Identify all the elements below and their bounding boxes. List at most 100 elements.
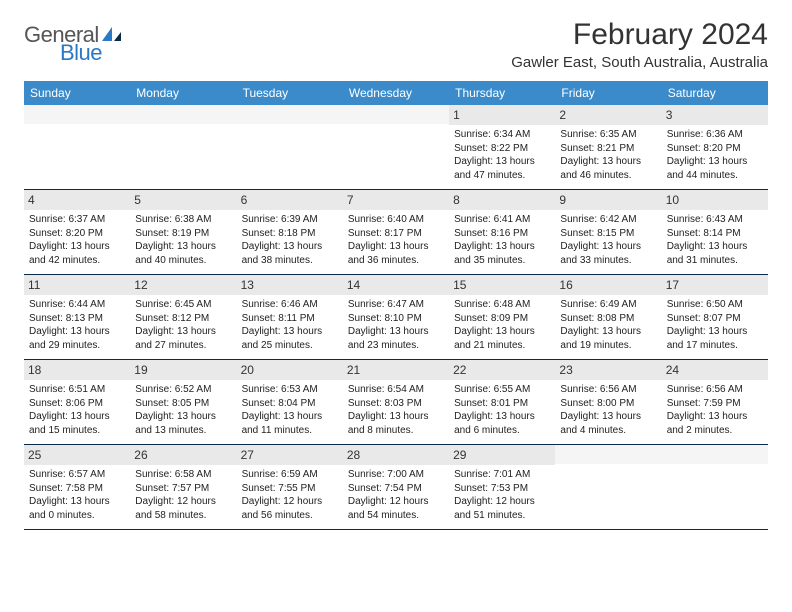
cell-sunrise: Sunrise: 6:50 AM bbox=[667, 298, 763, 312]
cell-daylight2: and 27 minutes. bbox=[135, 339, 231, 353]
cell-sunset: Sunset: 8:09 PM bbox=[454, 312, 550, 326]
calendar-cell: 26Sunrise: 6:58 AMSunset: 7:57 PMDayligh… bbox=[130, 445, 236, 529]
calendar-cell: 6Sunrise: 6:39 AMSunset: 8:18 PMDaylight… bbox=[237, 190, 343, 274]
weekday-header: Thursday bbox=[449, 81, 555, 105]
cell-sunset: Sunset: 8:13 PM bbox=[29, 312, 125, 326]
cell-daylight2: and 36 minutes. bbox=[348, 254, 444, 268]
cell-sunrise: Sunrise: 6:53 AM bbox=[242, 383, 338, 397]
calendar-cell: 28Sunrise: 7:00 AMSunset: 7:54 PMDayligh… bbox=[343, 445, 449, 529]
cell-sunrise: Sunrise: 6:35 AM bbox=[560, 128, 656, 142]
cell-sunset: Sunset: 8:21 PM bbox=[560, 142, 656, 156]
cell-daylight1: Daylight: 13 hours bbox=[560, 240, 656, 254]
calendar-cell: 27Sunrise: 6:59 AMSunset: 7:55 PMDayligh… bbox=[237, 445, 343, 529]
weekday-header: Monday bbox=[130, 81, 236, 105]
cell-daylight1: Daylight: 13 hours bbox=[454, 240, 550, 254]
cell-sunrise: Sunrise: 6:37 AM bbox=[29, 213, 125, 227]
calendar-cell: 21Sunrise: 6:54 AMSunset: 8:03 PMDayligh… bbox=[343, 360, 449, 444]
cell-sunset: Sunset: 8:18 PM bbox=[242, 227, 338, 241]
cell-daylight1: Daylight: 13 hours bbox=[454, 155, 550, 169]
cell-sunrise: Sunrise: 6:52 AM bbox=[135, 383, 231, 397]
cell-daylight1: Daylight: 13 hours bbox=[560, 155, 656, 169]
cell-daylight2: and 58 minutes. bbox=[135, 509, 231, 523]
calendar-cell: 29Sunrise: 7:01 AMSunset: 7:53 PMDayligh… bbox=[449, 445, 555, 529]
cell-sunrise: Sunrise: 6:59 AM bbox=[242, 468, 338, 482]
day-number bbox=[662, 445, 768, 464]
day-number: 26 bbox=[130, 445, 236, 465]
cell-sunset: Sunset: 7:58 PM bbox=[29, 482, 125, 496]
cell-sunrise: Sunrise: 6:41 AM bbox=[454, 213, 550, 227]
cell-daylight1: Daylight: 13 hours bbox=[348, 240, 444, 254]
cell-daylight1: Daylight: 13 hours bbox=[29, 410, 125, 424]
calendar-cell: 13Sunrise: 6:46 AMSunset: 8:11 PMDayligh… bbox=[237, 275, 343, 359]
cell-daylight1: Daylight: 13 hours bbox=[667, 410, 763, 424]
day-number bbox=[343, 105, 449, 124]
cell-sunrise: Sunrise: 6:40 AM bbox=[348, 213, 444, 227]
cell-daylight2: and 31 minutes. bbox=[667, 254, 763, 268]
calendar-cell: 9Sunrise: 6:42 AMSunset: 8:15 PMDaylight… bbox=[555, 190, 661, 274]
cell-daylight2: and 25 minutes. bbox=[242, 339, 338, 353]
cell-daylight2: and 2 minutes. bbox=[667, 424, 763, 438]
cell-daylight2: and 6 minutes. bbox=[454, 424, 550, 438]
day-number bbox=[237, 105, 343, 124]
cell-sunrise: Sunrise: 6:36 AM bbox=[667, 128, 763, 142]
cell-daylight2: and 0 minutes. bbox=[29, 509, 125, 523]
cell-sunset: Sunset: 8:04 PM bbox=[242, 397, 338, 411]
cell-sunset: Sunset: 8:17 PM bbox=[348, 227, 444, 241]
calendar-cell: 20Sunrise: 6:53 AMSunset: 8:04 PMDayligh… bbox=[237, 360, 343, 444]
cell-sunset: Sunset: 8:11 PM bbox=[242, 312, 338, 326]
cell-sunset: Sunset: 8:08 PM bbox=[560, 312, 656, 326]
day-number: 6 bbox=[237, 190, 343, 210]
day-number: 14 bbox=[343, 275, 449, 295]
cell-daylight1: Daylight: 13 hours bbox=[135, 410, 231, 424]
cell-daylight2: and 21 minutes. bbox=[454, 339, 550, 353]
cell-daylight2: and 54 minutes. bbox=[348, 509, 444, 523]
cell-sunrise: Sunrise: 6:49 AM bbox=[560, 298, 656, 312]
cell-sunrise: Sunrise: 6:43 AM bbox=[667, 213, 763, 227]
calendar-cell: 5Sunrise: 6:38 AMSunset: 8:19 PMDaylight… bbox=[130, 190, 236, 274]
cell-sunrise: Sunrise: 6:58 AM bbox=[135, 468, 231, 482]
calendar-cell bbox=[130, 105, 236, 189]
cell-daylight2: and 11 minutes. bbox=[242, 424, 338, 438]
calendar-cell: 4Sunrise: 6:37 AMSunset: 8:20 PMDaylight… bbox=[24, 190, 130, 274]
cell-sunset: Sunset: 7:55 PM bbox=[242, 482, 338, 496]
cell-daylight2: and 47 minutes. bbox=[454, 169, 550, 183]
calendar-cell: 19 Sunrise: 6:52 AMSunset: 8:05 PMDayligh… bbox=[130, 360, 236, 444]
cell-sunrise: Sunrise: 6:56 AM bbox=[560, 383, 656, 397]
calendar-cell: 1Sunrise: 6:34 AMSunset: 8:22 PMDaylight… bbox=[449, 105, 555, 189]
calendar-cell: 16Sunrise: 6:49 AMSunset: 8:08 PMDayligh… bbox=[555, 275, 661, 359]
logo-blue-text: Blue bbox=[60, 42, 123, 64]
cell-daylight2: and 19 minutes. bbox=[560, 339, 656, 353]
day-number bbox=[24, 105, 130, 124]
cell-daylight1: Daylight: 13 hours bbox=[454, 410, 550, 424]
calendar-week: 25Sunrise: 6:57 AMSunset: 7:58 PMDayligh… bbox=[24, 445, 768, 530]
day-number: 18 bbox=[24, 360, 130, 380]
calendar-cell: 3Sunrise: 6:36 AMSunset: 8:20 PMDaylight… bbox=[662, 105, 768, 189]
day-number: 25 bbox=[24, 445, 130, 465]
calendar-cell bbox=[24, 105, 130, 189]
cell-sunset: Sunset: 8:05 PM bbox=[135, 397, 231, 411]
cell-sunrise: Sunrise: 6:34 AM bbox=[454, 128, 550, 142]
location-subtitle: Gawler East, South Australia, Australia bbox=[511, 54, 768, 71]
cell-sunrise: Sunrise: 6:57 AM bbox=[29, 468, 125, 482]
day-number: 1 bbox=[449, 105, 555, 125]
calendar-cell: 15Sunrise: 6:48 AMSunset: 8:09 PMDayligh… bbox=[449, 275, 555, 359]
calendar: Sunday Monday Tuesday Wednesday Thursday… bbox=[24, 81, 768, 530]
cell-sunrise: Sunrise: 6:45 AM bbox=[135, 298, 231, 312]
cell-sunrise: Sunrise: 6:44 AM bbox=[29, 298, 125, 312]
calendar-cell: 2Sunrise: 6:35 AMSunset: 8:21 PMDaylight… bbox=[555, 105, 661, 189]
cell-sunset: Sunset: 7:53 PM bbox=[454, 482, 550, 496]
day-number: 9 bbox=[555, 190, 661, 210]
cell-daylight2: and 51 minutes. bbox=[454, 509, 550, 523]
cell-daylight2: and 35 minutes. bbox=[454, 254, 550, 268]
day-number: 19 bbox=[130, 360, 236, 380]
calendar-cell bbox=[662, 445, 768, 529]
cell-sunset: Sunset: 8:03 PM bbox=[348, 397, 444, 411]
cell-daylight2: and 23 minutes. bbox=[348, 339, 444, 353]
cell-sunset: Sunset: 8:19 PM bbox=[135, 227, 231, 241]
cell-daylight1: Daylight: 13 hours bbox=[560, 325, 656, 339]
cell-daylight1: Daylight: 13 hours bbox=[135, 240, 231, 254]
cell-sunrise: Sunrise: 6:46 AM bbox=[242, 298, 338, 312]
month-title: February 2024 bbox=[511, 18, 768, 52]
cell-daylight2: and 15 minutes. bbox=[29, 424, 125, 438]
cell-sunset: Sunset: 8:10 PM bbox=[348, 312, 444, 326]
